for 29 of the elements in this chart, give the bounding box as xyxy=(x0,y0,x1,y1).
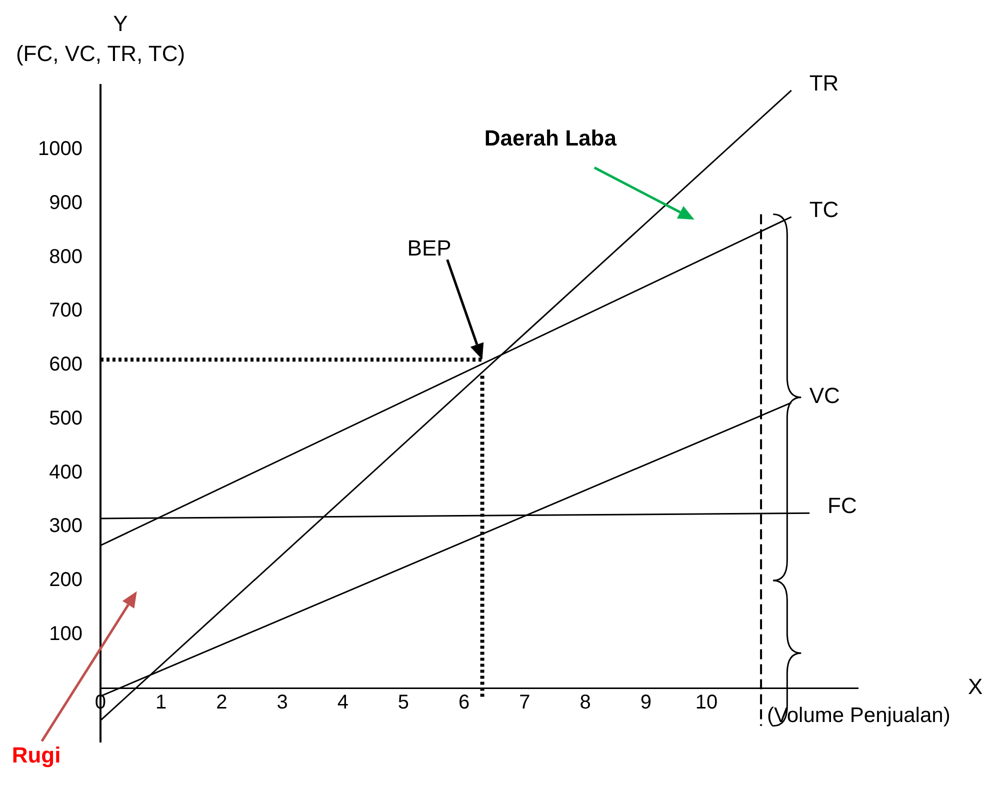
x-tick-label: 6 xyxy=(458,692,470,714)
x-axis-title: X xyxy=(968,674,983,700)
y-tick-label: 300 xyxy=(49,515,82,538)
series-label: TR xyxy=(809,70,839,96)
y-tick-label: 900 xyxy=(49,192,82,214)
text: Rugi xyxy=(12,742,61,768)
x-tick-label: 9 xyxy=(640,692,652,714)
annotation: Daerah Laba xyxy=(484,126,618,151)
y-tick-label: 400 xyxy=(49,461,82,484)
y-tick-label: 600 xyxy=(49,354,82,376)
x-tick-label: 8 xyxy=(580,692,591,714)
x-tick-label: 4 xyxy=(337,692,348,714)
y-tick-label: 800 xyxy=(49,246,82,268)
series-label: FC xyxy=(828,493,857,518)
y-tick-label: 1000 xyxy=(38,138,82,160)
y-tick-label: 100 xyxy=(49,622,82,645)
y-tick-label: 200 xyxy=(49,568,82,591)
y-tick-label: 500 xyxy=(49,407,82,430)
series-label: TC xyxy=(809,197,839,222)
x-tick-label: 1 xyxy=(156,692,167,714)
x-tick-label: 7 xyxy=(519,692,530,714)
y-tick-label: 700 xyxy=(49,300,82,322)
series-label: VC xyxy=(809,382,840,408)
y-axis-title: Y (FC, VC, TR, TC) xyxy=(16,11,186,66)
x-tick-label: 10 xyxy=(695,692,718,714)
annotation: BEP xyxy=(407,236,452,261)
x-tick-label: 3 xyxy=(276,692,288,714)
x-tick-label: 5 xyxy=(398,692,410,714)
x-tick-label: 2 xyxy=(216,692,228,714)
